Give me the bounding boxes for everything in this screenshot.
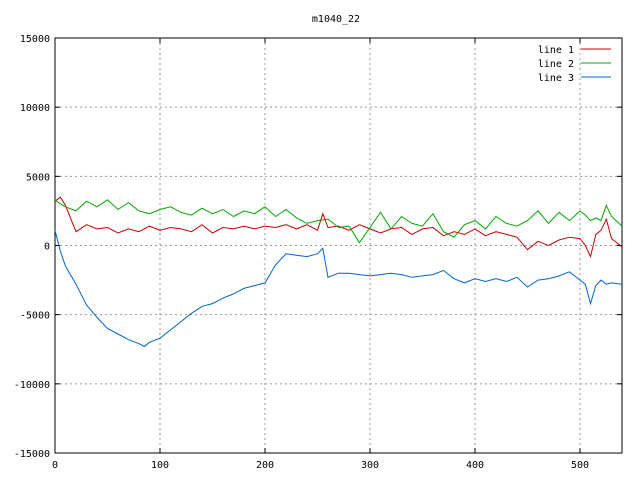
legend-label-2: line 2 [538, 59, 574, 70]
x-tick-label: 400 [466, 460, 484, 471]
series-line-1 [54, 196, 623, 259]
series-line-3 [54, 230, 623, 348]
legend: line 1 line 2 line 3 [538, 45, 611, 84]
y-tick-label: 0 [44, 242, 50, 253]
x-tick-label: 300 [361, 460, 379, 471]
y-tick-label: 5000 [26, 172, 50, 183]
series-group [54, 196, 623, 348]
y-tick-label: -15000 [14, 449, 50, 460]
y-tick-label: 10000 [20, 103, 50, 114]
legend-label-1: line 1 [538, 45, 574, 56]
x-tick-label: 0 [52, 460, 58, 471]
x-tick-label: 200 [256, 460, 274, 471]
y-tick-label: -5000 [20, 311, 50, 322]
legend-label-3: line 3 [538, 73, 574, 84]
series-line-2 [54, 199, 623, 244]
y-tick-label: -10000 [14, 380, 50, 391]
chart-title: m1040_22 [312, 14, 360, 25]
y-tick-label: 15000 [20, 34, 50, 45]
x-tick-label: 500 [571, 460, 589, 471]
grid [55, 38, 622, 453]
x-tick-label: 100 [151, 460, 169, 471]
x-axis: 0 100 200 300 400 500 [52, 38, 589, 471]
